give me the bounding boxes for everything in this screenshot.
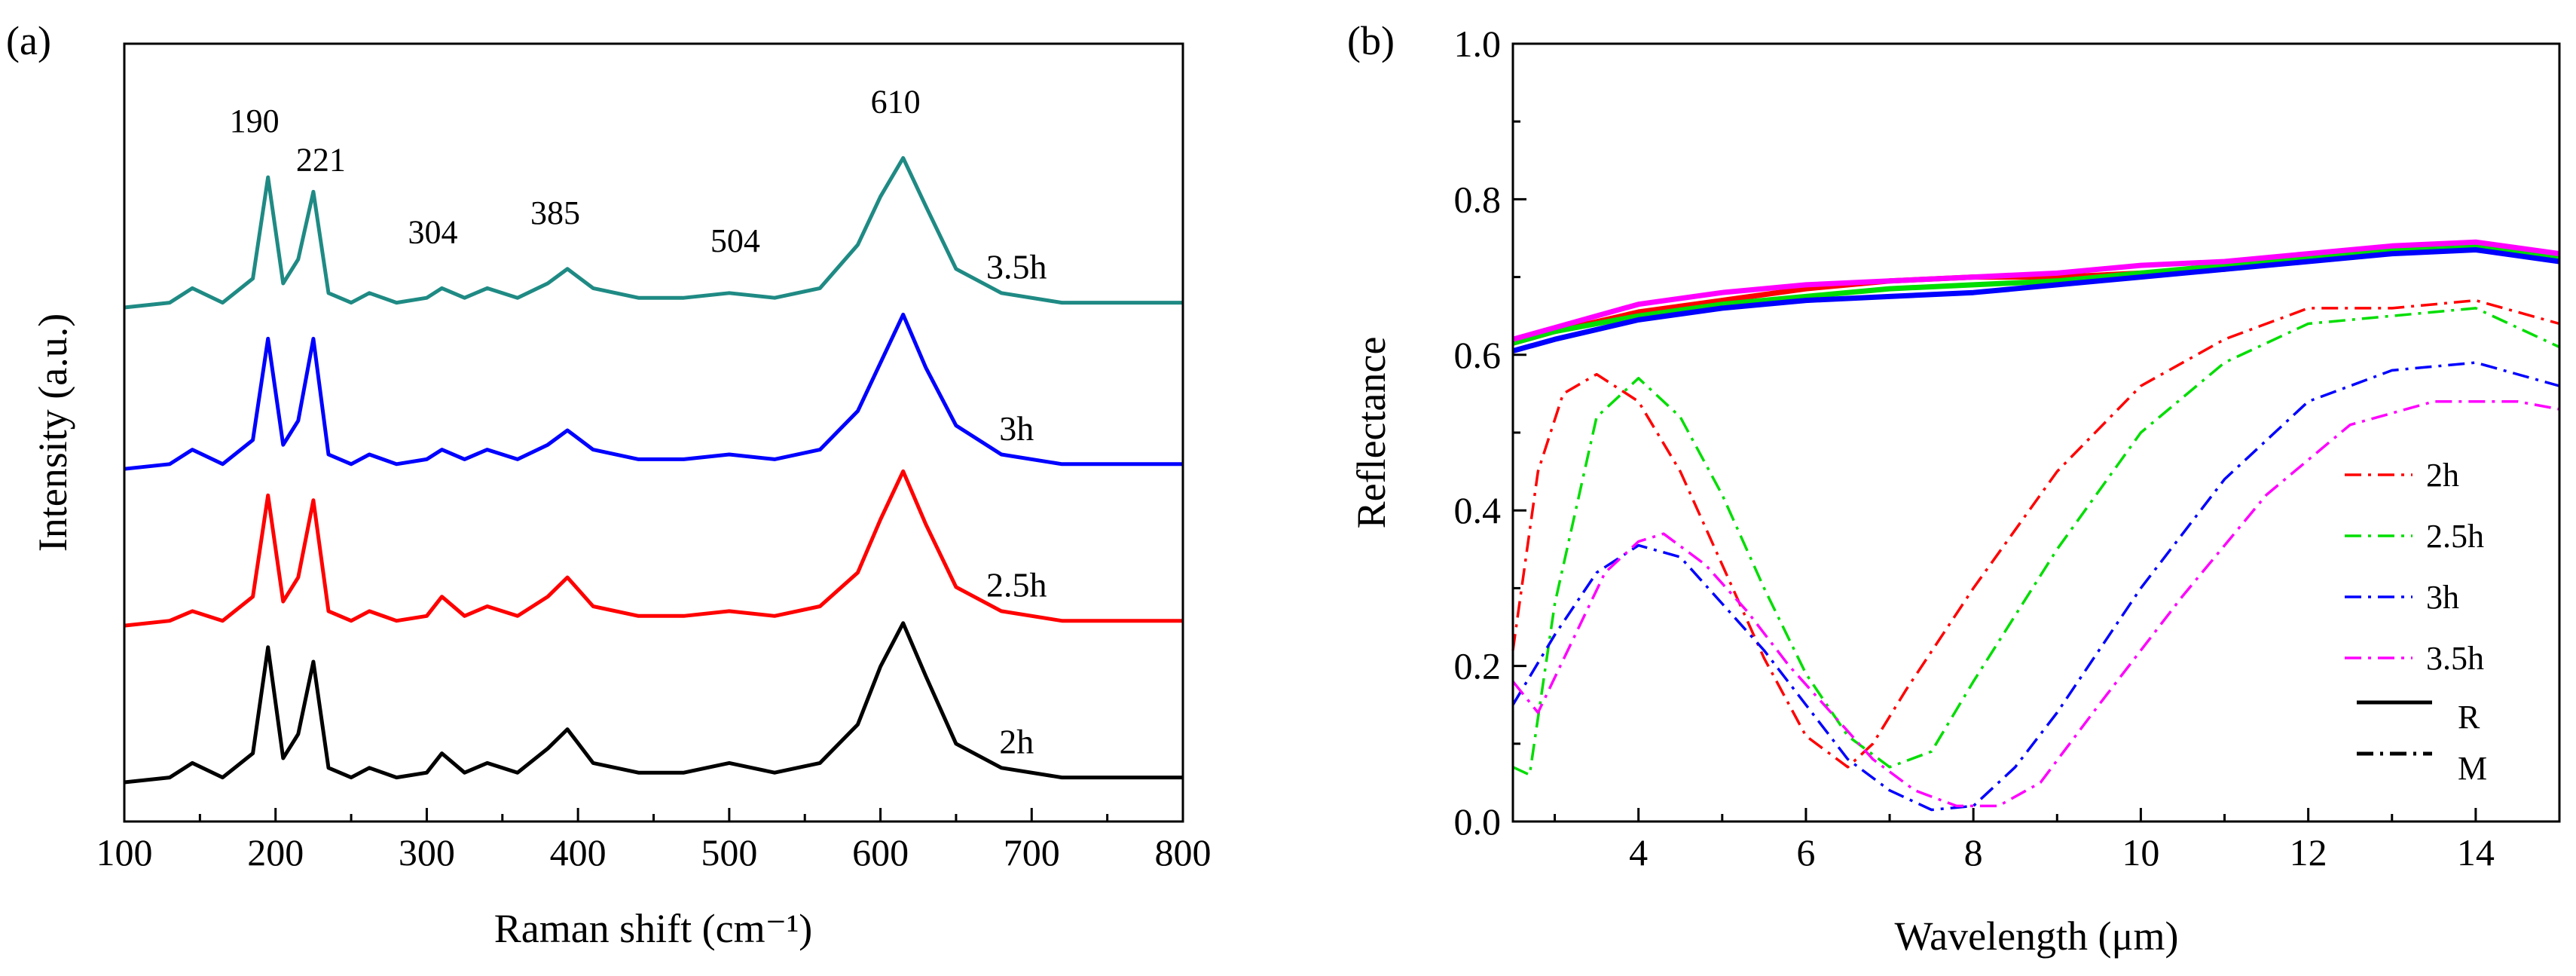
panel-b-x-tick-label-6: 6 xyxy=(1796,831,1815,874)
raman-peak-label-610: 610 xyxy=(871,84,921,121)
panel-a-raman: (a) 100 200 300 400 500 600 700 800 190 221 304 38… xyxy=(6,18,1212,951)
panel-b-label: (b) xyxy=(1347,18,1395,63)
panel-a-x-tick-label-500: 500 xyxy=(701,831,757,874)
panel-b-y-ticks: 0.0 0.2 0.4 0.6 0.8 1.0 xyxy=(1454,23,1526,843)
legend-label-3h: 3h xyxy=(2426,579,2459,616)
panel-a-series-labels: 2h 2.5h 3h 3.5h xyxy=(986,248,1047,761)
panel-a-x-tick-label-300: 300 xyxy=(399,831,455,874)
panel-b-plot-frame xyxy=(1511,42,2561,823)
panel-b-y-tick-label-0-8: 0.8 xyxy=(1454,178,1502,220)
panel-b-x-axis-title: Wavelength (μm) xyxy=(1895,913,2179,959)
panel-b-x-tick-label-14: 14 xyxy=(2457,831,2495,874)
raman-peak-label-385: 385 xyxy=(530,194,580,231)
panel-a-x-tick-label-100: 100 xyxy=(96,831,153,874)
raman-series-label-2-5h: 2.5h xyxy=(986,566,1047,604)
panel-a-x-ticks: 100 200 300 400 500 600 700 800 xyxy=(96,808,1212,874)
panel-a-x-tick-label-700: 700 xyxy=(1004,831,1060,874)
panel-b-legend: 2h 2.5h 3h 3.5h RM xyxy=(2345,457,2487,787)
raman-peak-label-504: 504 xyxy=(710,222,760,259)
raman-line-3-5h xyxy=(124,156,1183,310)
panel-b-y-tick-label-0-4: 0.4 xyxy=(1454,489,1502,531)
reflectance-line-3-5h-m xyxy=(1511,399,2560,808)
panel-a-y-axis-title: Intensity (a.u.) xyxy=(30,314,75,552)
panel-a-label: (a) xyxy=(6,18,51,63)
panel-a-peak-labels: 190 221 304 385 504 610 xyxy=(230,84,921,259)
panel-a-x-tick-label-400: 400 xyxy=(550,831,607,874)
panel-b-x-ticks: 4 6 8 10 12 14 xyxy=(1554,808,2495,874)
panel-b-y-tick-label-0-2: 0.2 xyxy=(1454,645,1502,687)
legend-label-2h: 2h xyxy=(2426,457,2459,494)
raman-series-label-2h: 2h xyxy=(999,723,1034,761)
raman-line-3h xyxy=(124,312,1183,471)
panel-b-x-tick-label-12: 12 xyxy=(2290,831,2327,874)
reflectance-line-3h-r xyxy=(1512,247,2560,353)
style-legend-label-r: R xyxy=(2458,699,2480,736)
panel-b-y-tick-label-0-0: 0.0 xyxy=(1454,800,1502,843)
raman-line-2-5h xyxy=(124,469,1183,628)
raman-series-label-3-5h: 3.5h xyxy=(986,248,1047,286)
panel-b-reflectance: (b) 4 6 8 10 12 14 0.0 0.2 0.4 0.6 0.8 1.0 2h 2.5h 3… xyxy=(1347,18,2561,959)
panel-b-y-tick-label-0-6: 0.6 xyxy=(1454,334,1502,376)
panel-b-y-axis-title: Reflectance xyxy=(1349,337,1394,529)
raman-peak-label-190: 190 xyxy=(230,102,280,139)
panel-a-x-tick-label-600: 600 xyxy=(852,831,909,874)
legend-label-3-5h: 3.5h xyxy=(2426,640,2484,677)
panel-b-y-tick-label-1-0: 1.0 xyxy=(1454,23,1502,65)
panel-a-x-tick-label-800: 800 xyxy=(1155,831,1212,874)
legend-label-2-5h: 2.5h xyxy=(2426,518,2484,555)
raman-peak-label-304: 304 xyxy=(408,213,457,250)
panel-b-series-group xyxy=(1511,239,2560,812)
panel-a-x-tick-label-200: 200 xyxy=(247,831,304,874)
reflectance-line-2h-m xyxy=(1511,298,2560,769)
raman-peak-label-221: 221 xyxy=(296,141,346,178)
reflectance-line-2-5h-r xyxy=(1512,243,2560,346)
reflectance-line-3-5h-r xyxy=(1512,239,2560,342)
reflectance-line-3h-m xyxy=(1511,361,2560,812)
panel-b-x-tick-label-8: 8 xyxy=(1964,831,1983,874)
reflectance-line-2-5h-m xyxy=(1512,307,2560,776)
panel-a-x-axis-title: Raman shift (cm⁻¹) xyxy=(494,906,813,951)
reflectance-line-2h-r xyxy=(1512,243,2560,346)
style-legend-label-m: M xyxy=(2458,750,2487,787)
raman-series-label-3h: 3h xyxy=(999,409,1034,448)
panel-a-series-group xyxy=(124,156,1183,785)
raman-line-2h xyxy=(124,621,1183,785)
panel-b-x-tick-label-4: 4 xyxy=(1629,831,1648,874)
panel-b-x-tick-label-10: 10 xyxy=(2122,831,2159,874)
